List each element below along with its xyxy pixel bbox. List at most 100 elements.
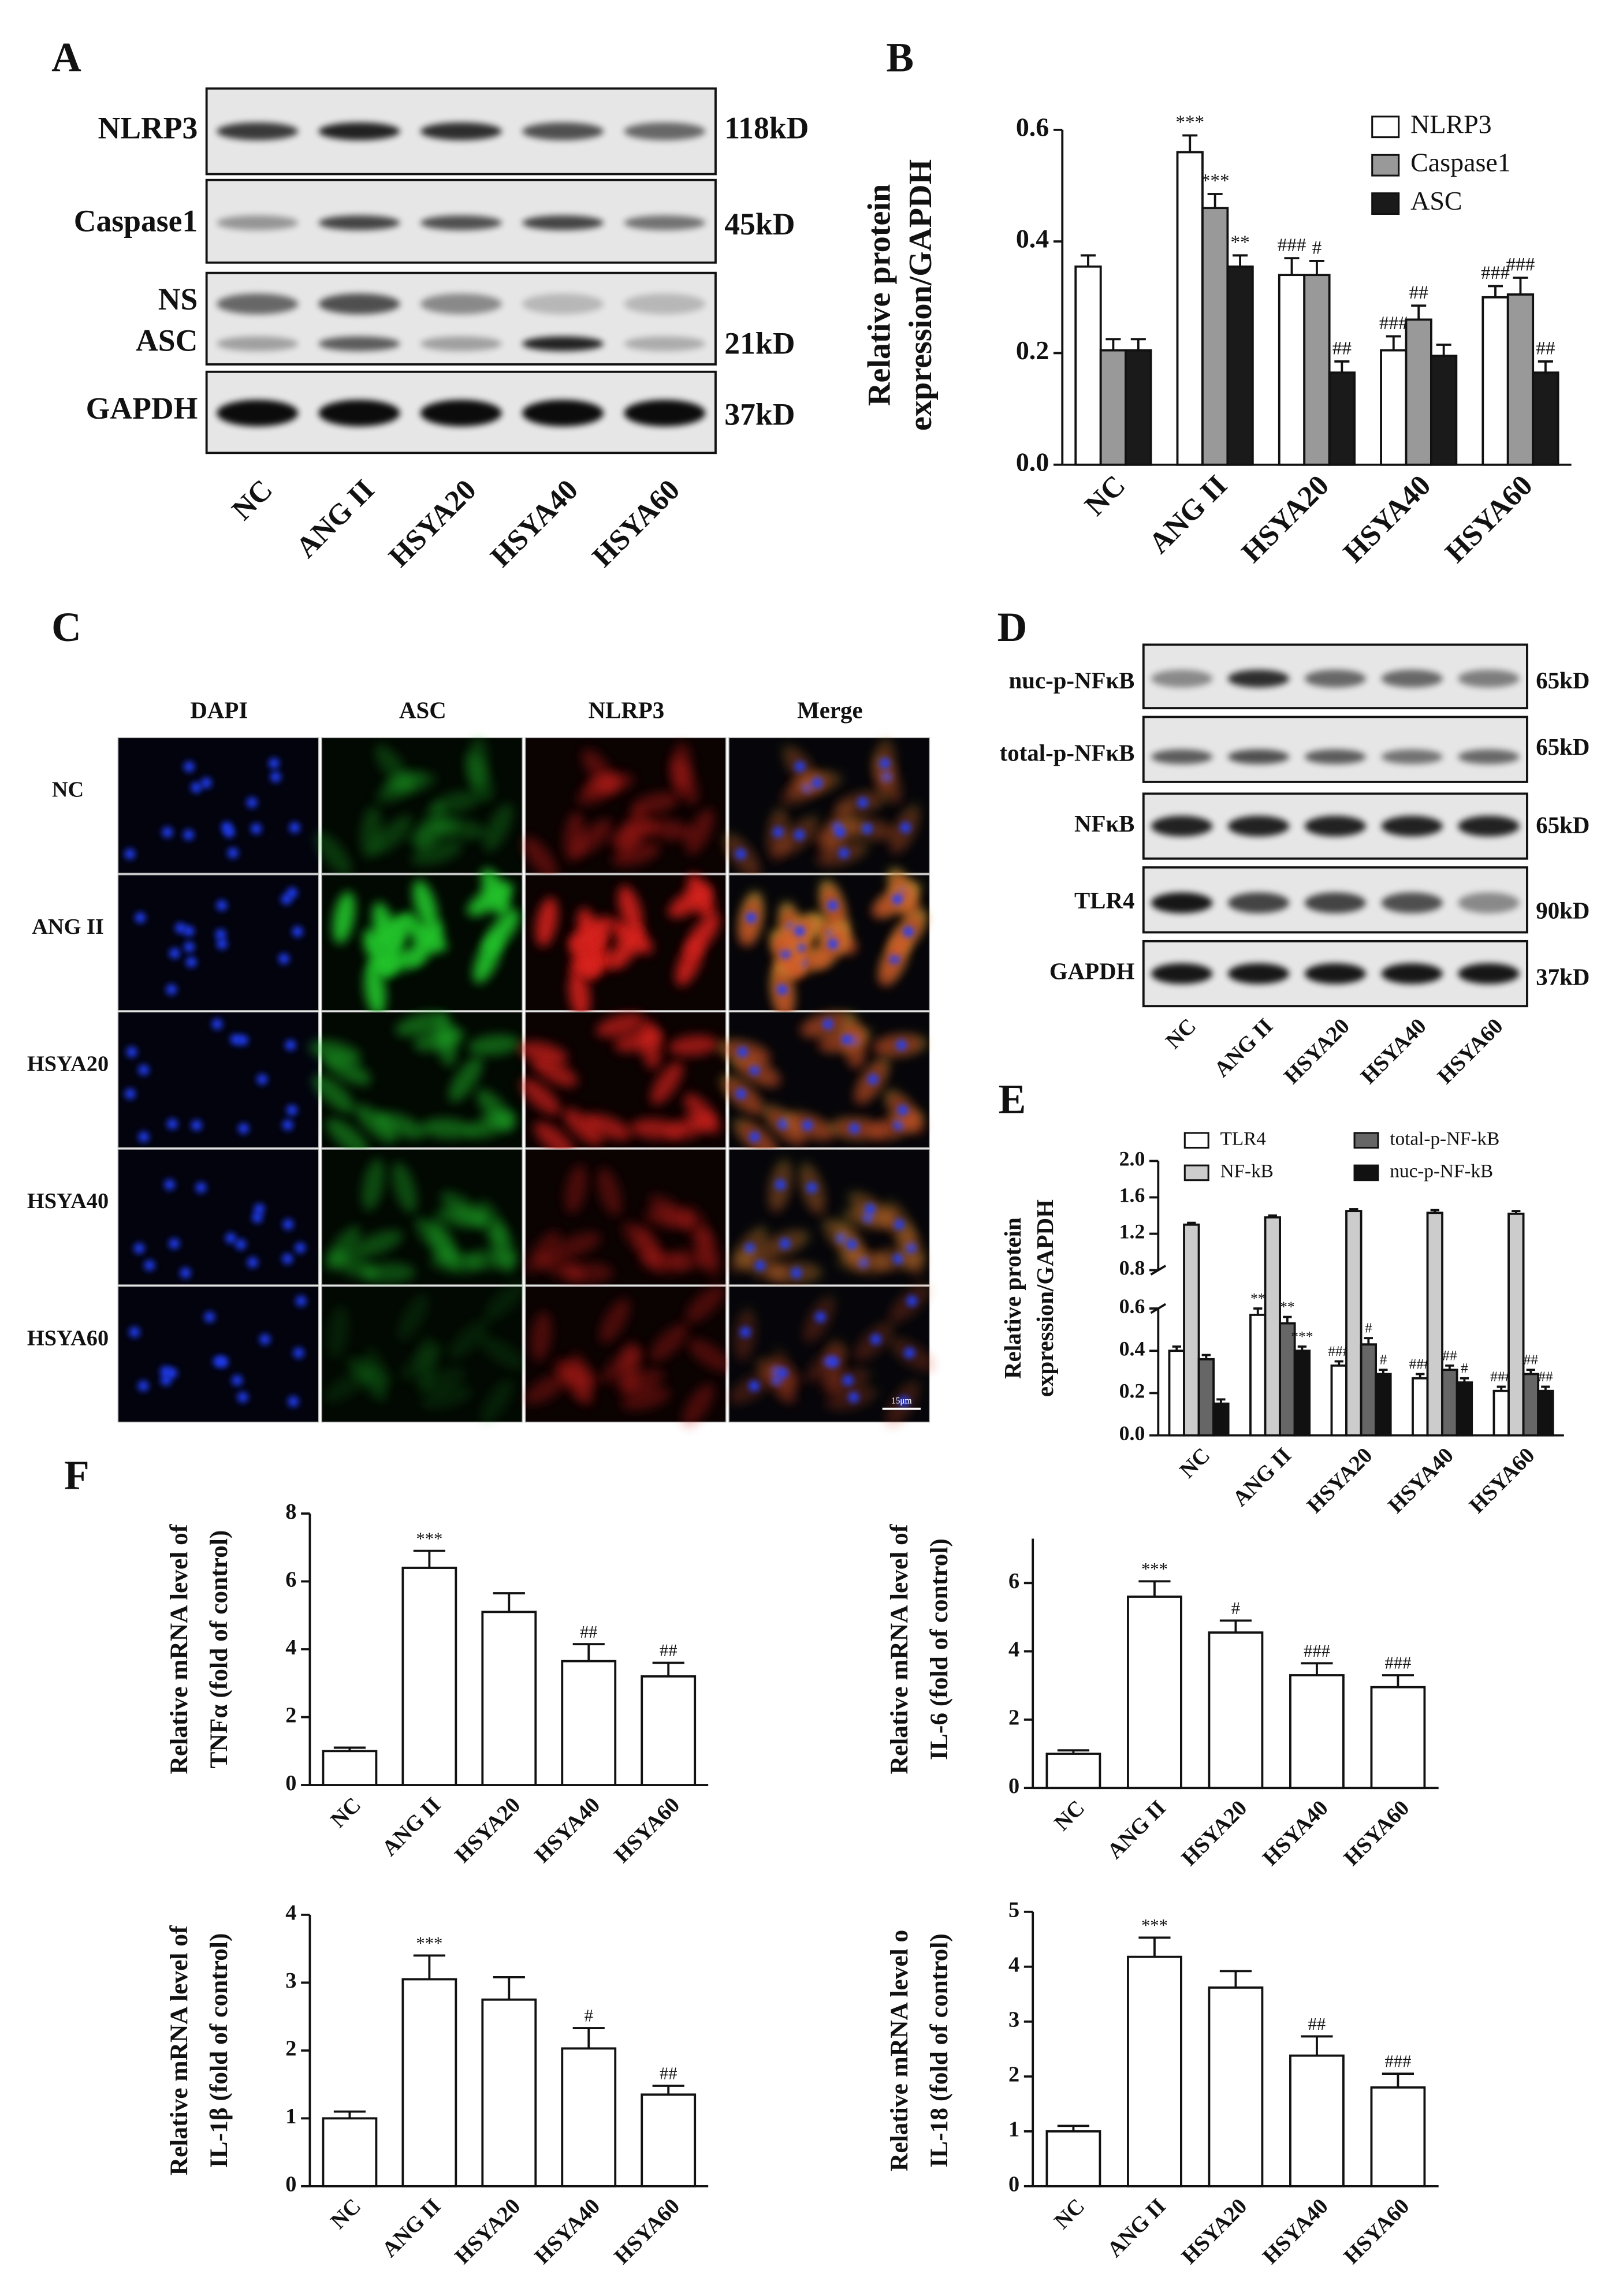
cell-signal [420, 1118, 474, 1139]
y-axis-label: Relative protein [862, 184, 898, 406]
blot-band [1151, 749, 1213, 765]
cell-signal [630, 1118, 680, 1139]
nucleus [745, 1243, 755, 1254]
cell-signal [685, 1285, 725, 1323]
significance-label: # [1231, 1598, 1240, 1618]
legend-swatch [1353, 1164, 1379, 1181]
blot-label: NLRP3 [98, 111, 198, 146]
blot-band [1151, 669, 1213, 688]
bar [1380, 349, 1408, 466]
cell-signal [534, 1121, 575, 1158]
blot-band [420, 122, 502, 140]
column-label: NLRP3 [589, 697, 665, 723]
significance-label: ## [1524, 1351, 1539, 1368]
blot-band [522, 336, 604, 352]
nucleus [238, 1123, 249, 1134]
significance-label: ### [1384, 1653, 1411, 1673]
nucleus [892, 893, 903, 905]
nucleus [183, 926, 195, 937]
nucleus [183, 829, 194, 840]
nucleus [293, 1347, 304, 1359]
blot-label: ASC [136, 323, 198, 358]
scale-bar-label: 15μm [891, 1396, 912, 1406]
nucleus [254, 1203, 265, 1214]
y-tick-label: 2 [1008, 2063, 1019, 2087]
nucleus [802, 1120, 813, 1131]
blot-band [1381, 669, 1443, 688]
blot-band [420, 400, 502, 427]
nucleus [204, 1311, 215, 1322]
significance-label: ### [1481, 262, 1510, 284]
cell-signal [684, 914, 720, 956]
bar [1127, 1596, 1182, 1790]
blot-band [624, 336, 706, 352]
cell-signal [483, 910, 520, 954]
significance-label: *** [416, 1529, 442, 1548]
nucleus [235, 1239, 247, 1250]
y-axis-label: Relative mRNA level of [165, 1925, 193, 2175]
nucleus [841, 1034, 852, 1045]
nucleus [749, 1380, 760, 1392]
cell-signal [362, 1262, 416, 1284]
cell-signal [327, 1306, 349, 1359]
significance-label: *** [416, 1933, 442, 1953]
nucleus [806, 1182, 817, 1193]
nucleus [775, 1179, 786, 1190]
blot-box [1142, 715, 1528, 783]
cell-signal [477, 1089, 515, 1132]
significance-label: *** [1175, 111, 1204, 133]
bar [1441, 1369, 1458, 1437]
nucleus [259, 1334, 271, 1345]
y-tick-label: 0.2 [1119, 1380, 1145, 1403]
cell-signal [595, 1013, 645, 1038]
cell-signal [650, 1323, 688, 1362]
nucleus [191, 782, 202, 793]
nucleus [138, 1131, 150, 1143]
panel-label: B [886, 35, 914, 81]
nucleus [217, 1356, 229, 1367]
cell-signal [429, 791, 482, 815]
cell-signal [553, 1232, 601, 1259]
y-axis-label: IL-1β (fold of control) [205, 1933, 233, 2168]
cell-signal [585, 772, 634, 795]
blot-band [318, 215, 400, 230]
nucleus [247, 797, 258, 808]
bar [1537, 1389, 1554, 1437]
y-tick-label: 0.8 [1119, 1257, 1145, 1280]
nucleus [169, 948, 180, 959]
nucleus [749, 1064, 760, 1076]
cell-signal [686, 808, 714, 855]
cell-signal [415, 1367, 467, 1393]
nucleus [906, 1295, 917, 1307]
cell-signal [683, 1205, 712, 1251]
cell-signal [323, 1369, 370, 1403]
nucleus [295, 1295, 307, 1307]
nucleus [846, 1239, 857, 1250]
nucleus [237, 1392, 248, 1403]
bar [481, 1611, 537, 1786]
blot-band [318, 336, 400, 352]
bar [1370, 2086, 1426, 2187]
bar [1176, 151, 1204, 466]
blot-label: total-p-NFκB [1000, 740, 1135, 766]
significance-label: ## [660, 1641, 678, 1660]
y-tick-label: 6 [1008, 1569, 1019, 1593]
cell-signal [535, 897, 558, 947]
bar [641, 2093, 697, 2187]
bar [481, 1998, 537, 2187]
blot-band [1381, 892, 1443, 914]
cell-signal [332, 891, 356, 944]
nucleus [215, 929, 226, 940]
blot-band [522, 293, 604, 315]
nucleus [857, 797, 868, 808]
nucleus [865, 1203, 876, 1214]
blot-band [1458, 892, 1520, 914]
bar [1481, 296, 1509, 466]
nucleus [217, 938, 228, 949]
y-axis-label: TNFα (fold of control) [205, 1530, 233, 1769]
nucleus [125, 1089, 136, 1099]
column-label: ASC [399, 697, 446, 723]
nucleus [252, 1212, 263, 1223]
legend-label: NLRP3 [1410, 109, 1492, 139]
